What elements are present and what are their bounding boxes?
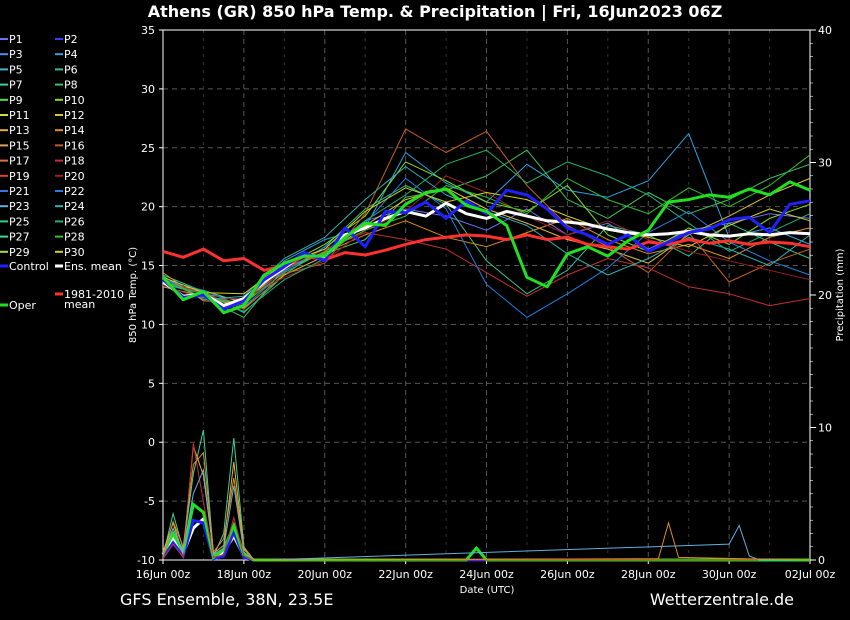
legend-label: P3 bbox=[9, 48, 23, 61]
legend-label: P4 bbox=[64, 48, 78, 61]
legend-label: Control bbox=[9, 260, 49, 273]
x-tick-label: 20Jun 00z bbox=[298, 568, 353, 581]
legend-label: P5 bbox=[9, 63, 23, 76]
legend-label: P15 bbox=[9, 139, 30, 152]
legend-label: P13 bbox=[9, 124, 30, 137]
x-tick-label: 26Jun 00z bbox=[540, 568, 595, 581]
x-tick-label: 16Jun 00z bbox=[136, 568, 191, 581]
y-tick-label: 5 bbox=[148, 377, 155, 390]
temp-line-p30 bbox=[162, 187, 811, 295]
footer-source: Wetterzentrale.de bbox=[650, 590, 794, 609]
precip-line-p23 bbox=[162, 467, 810, 561]
temp-line-p28 bbox=[162, 154, 811, 304]
temp-line-p6 bbox=[162, 185, 811, 314]
legend-label: P26 bbox=[64, 215, 85, 228]
x-tick-label: 30Jun 00z bbox=[702, 568, 757, 581]
legend-label: 1981-2010 bbox=[64, 288, 124, 301]
legend-label: P25 bbox=[9, 215, 30, 228]
legend-label: P9 bbox=[9, 94, 23, 107]
temp-line-1981-2010-mean bbox=[162, 233, 811, 272]
y2-axis-label: Precipitation (mm) bbox=[835, 248, 846, 341]
x-tick-label: 22Jun 00z bbox=[378, 568, 433, 581]
grid bbox=[163, 30, 810, 560]
temp-line-control bbox=[162, 188, 811, 311]
legend-label: Ens. mean bbox=[64, 260, 122, 273]
x-tick-label: 18Jun 00z bbox=[217, 568, 272, 581]
y2-tick-label: 30 bbox=[818, 157, 832, 170]
legend-label: P6 bbox=[64, 63, 78, 76]
x-axis-ticks: 16Jun 00z 18Jun 00z 20Jun 00z 22Jun 00z 24Ju… bbox=[136, 560, 836, 581]
y2-axis-ticks: 40 30 20 10 0 bbox=[810, 24, 832, 567]
legend-label: P14 bbox=[64, 124, 85, 137]
temp-line-p16 bbox=[162, 128, 811, 310]
legend-label: P24 bbox=[64, 200, 85, 213]
legend-label: P22 bbox=[64, 185, 85, 198]
legend-label: P2 bbox=[64, 33, 78, 46]
y-tick-label: 20 bbox=[141, 201, 155, 214]
legend-label: P19 bbox=[9, 170, 30, 183]
legend-label: P21 bbox=[9, 185, 30, 198]
legend-label: P17 bbox=[9, 155, 30, 168]
y-tick-label: -5 bbox=[144, 495, 155, 508]
legend-label: P18 bbox=[64, 155, 85, 168]
x-axis-label: Date (UTC) bbox=[460, 585, 515, 596]
footer-model-info: GFS Ensemble, 38N, 23.5E bbox=[120, 590, 333, 609]
y-axis-ticks: 35 30 25 20 15 10 5 0 -5 -10 bbox=[137, 24, 163, 567]
x-tick-label: 24Jun 00z bbox=[459, 568, 514, 581]
legend-label: P28 bbox=[64, 231, 85, 244]
x-tick-label: 02Jul 00z bbox=[785, 568, 836, 581]
precip-series-group bbox=[161, 429, 811, 562]
legend-label: Oper bbox=[9, 299, 36, 312]
temp-line-p18 bbox=[162, 232, 811, 307]
legend-label: mean bbox=[64, 298, 95, 311]
y2-tick-label: 20 bbox=[818, 289, 832, 302]
temperature-series-group bbox=[161, 128, 811, 318]
y-axis-label: 850 hPa Temp. (°C) bbox=[128, 247, 139, 343]
chart-title: Athens (GR) 850 hPa Temp. & Precipitatio… bbox=[148, 2, 723, 22]
temp-line-ens-mean bbox=[162, 201, 811, 308]
legend-label: P29 bbox=[9, 246, 30, 259]
legend-label: P23 bbox=[9, 200, 30, 213]
legend-label: P30 bbox=[64, 246, 85, 259]
legend-label: P12 bbox=[64, 109, 85, 122]
precip-line-p14 bbox=[162, 451, 811, 561]
y2-tick-label: 10 bbox=[818, 422, 832, 435]
legend-label: P10 bbox=[64, 94, 85, 107]
legend-label: P1 bbox=[9, 33, 23, 46]
legend-label: P16 bbox=[64, 139, 85, 152]
legend-label: P8 bbox=[64, 79, 78, 92]
y-tick-label: 0 bbox=[148, 436, 155, 449]
y-tick-label: 30 bbox=[141, 83, 155, 96]
legend: P1 P2 P3 P4 P5 P6 P7 P8 P9 P10 P11 P12 P13 P14 P15 P16 P… bbox=[0, 33, 124, 312]
y-tick-label: 25 bbox=[141, 142, 155, 155]
legend-label: P11 bbox=[9, 109, 30, 122]
legend-label: P7 bbox=[9, 79, 23, 92]
y-tick-label: -10 bbox=[137, 554, 155, 567]
legend-label: P20 bbox=[64, 170, 85, 183]
y-tick-label: 10 bbox=[141, 318, 155, 331]
y-tick-label: 15 bbox=[141, 260, 155, 273]
x-tick-label: 28Jun 00z bbox=[621, 568, 676, 581]
y2-tick-label: 0 bbox=[818, 554, 825, 567]
legend-label: P27 bbox=[9, 231, 30, 244]
y-tick-label: 35 bbox=[141, 24, 155, 37]
y2-tick-label: 40 bbox=[818, 24, 832, 37]
temp-line-oper bbox=[161, 180, 811, 315]
